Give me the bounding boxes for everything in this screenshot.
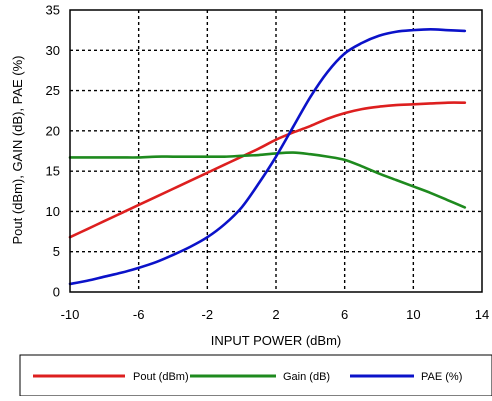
series-layer xyxy=(68,28,467,286)
y-tick-label: 15 xyxy=(46,164,60,179)
legend-item-gain: Gain (dB) xyxy=(190,371,330,383)
pae-series-line xyxy=(68,28,467,286)
y-tick-label: 20 xyxy=(46,123,60,138)
legend: Pout (dBm) Gain (dB) PAE (%) xyxy=(19,354,492,397)
y-axis-title: Pout (dBm), GAIN (dB), PAE (%) xyxy=(10,55,25,244)
y-tick-label: 0 xyxy=(53,285,60,300)
y-tick-label: 10 xyxy=(46,204,60,219)
gain-series-line xyxy=(68,151,467,209)
x-tick-label: -2 xyxy=(202,307,214,322)
plot-frame xyxy=(69,9,483,293)
x-tick-label: 14 xyxy=(475,307,489,322)
legend-label: Gain (dB) xyxy=(283,371,330,383)
legend-label: PAE (%) xyxy=(421,371,462,383)
x-tick-label: 10 xyxy=(406,307,420,322)
legend-items: Pout (dBm) Gain (dB) PAE (%) xyxy=(33,371,462,383)
legend-item-pae: PAE (%) xyxy=(350,371,462,383)
y-tick-label: 30 xyxy=(46,43,60,58)
legend-item-pout: Pout (dBm) xyxy=(33,371,189,383)
y-tick-label: 25 xyxy=(46,83,60,98)
x-tick-label: 2 xyxy=(272,307,279,322)
y-tick-label: 5 xyxy=(53,244,60,259)
x-tick-label: 6 xyxy=(341,307,348,322)
pout-series-line xyxy=(68,101,467,239)
ticks-layer: -10 -6 -2 2 6 10 14 0 5 10 15 20 25 30 35 xyxy=(46,3,490,323)
grid-layer xyxy=(70,10,482,292)
x-tick-label: -6 xyxy=(133,307,145,322)
y-tick-label: 35 xyxy=(46,3,60,18)
x-tick-label: -10 xyxy=(61,307,80,322)
legend-label: Pout (dBm) xyxy=(133,371,189,383)
x-axis-title: INPUT POWER (dBm) xyxy=(211,333,342,348)
